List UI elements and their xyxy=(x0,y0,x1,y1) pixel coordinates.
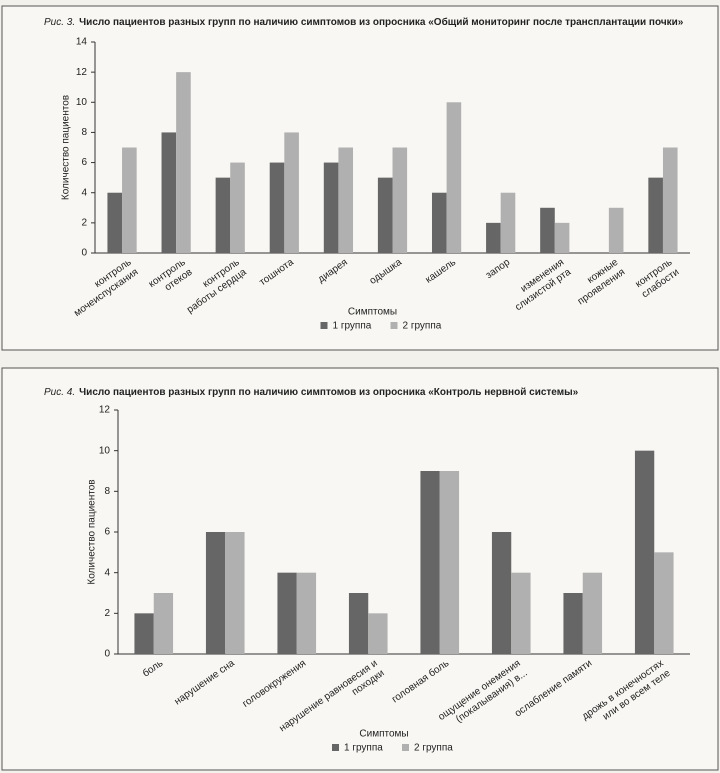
bar xyxy=(582,572,603,654)
bar xyxy=(134,613,154,654)
y-tick-label: 2 xyxy=(81,217,87,228)
y-tick-label: 2 xyxy=(104,608,110,619)
bar xyxy=(486,222,501,253)
y-axis-label: Количество пациентов xyxy=(87,479,98,584)
bar xyxy=(377,177,393,253)
bar xyxy=(491,532,512,654)
chart-title: Рис. 4. Число пациентов разных групп по н… xyxy=(44,387,579,398)
legend-swatch xyxy=(332,744,339,751)
bar xyxy=(608,207,624,253)
figure-label: Рис. 4. xyxy=(44,387,75,398)
bar xyxy=(269,162,285,253)
title-text: Число пациентов разных групп по наличию … xyxy=(79,16,684,28)
y-tick-label: 4 xyxy=(104,567,110,578)
bar xyxy=(230,162,245,253)
title-text: Число пациентов разных групп по наличию … xyxy=(79,387,579,398)
legend-swatch xyxy=(320,322,328,329)
bar xyxy=(122,147,137,253)
y-tick-label: 14 xyxy=(76,37,88,48)
y-tick-label: 0 xyxy=(81,248,87,259)
bar xyxy=(662,147,678,253)
chart-title: Рис. 3. Число пациентов разных групп по н… xyxy=(44,16,684,28)
x-axis-label: Симптомы xyxy=(348,307,397,318)
bar xyxy=(368,613,388,654)
y-tick-label: 12 xyxy=(76,67,88,78)
y-tick-label: 10 xyxy=(99,445,111,456)
bar xyxy=(215,177,231,253)
y-tick-label: 10 xyxy=(76,97,88,108)
legend-label: 1 группа xyxy=(344,743,383,754)
frame xyxy=(1,367,719,771)
bar xyxy=(654,552,674,654)
bar xyxy=(296,572,317,654)
legend-swatch xyxy=(390,322,398,329)
x-axis-label: Симптомы xyxy=(359,729,408,740)
bar xyxy=(431,192,447,253)
bar xyxy=(153,593,174,654)
bar xyxy=(446,102,462,254)
bar xyxy=(348,593,369,654)
frame xyxy=(1,5,719,351)
figure-label: Рис. 3. xyxy=(44,17,75,28)
bar xyxy=(338,147,354,253)
bar xyxy=(511,572,531,654)
bar xyxy=(205,532,226,654)
bar xyxy=(176,72,191,254)
y-tick-label: 6 xyxy=(104,527,110,538)
bar xyxy=(323,162,339,253)
legend-label: 2 группа xyxy=(414,743,453,754)
bar xyxy=(540,207,555,253)
bar xyxy=(554,222,570,253)
legend-swatch xyxy=(402,744,409,751)
y-tick-label: 12 xyxy=(99,405,111,416)
bar xyxy=(648,177,663,253)
bar xyxy=(420,471,440,654)
y-axis-label: Количество пациентов xyxy=(61,95,72,200)
y-tick-label: 0 xyxy=(104,649,110,660)
y-tick-label: 8 xyxy=(81,127,87,138)
bar xyxy=(284,132,299,253)
bar xyxy=(563,593,583,654)
legend-label: 1 группа xyxy=(333,321,372,332)
bar xyxy=(107,192,123,253)
y-tick-label: 4 xyxy=(81,187,87,198)
bar xyxy=(161,132,177,253)
bar xyxy=(392,147,408,253)
bar xyxy=(439,471,460,654)
bar xyxy=(225,532,245,654)
bar xyxy=(500,192,516,253)
bar xyxy=(277,572,297,654)
legend-label: 2 группа xyxy=(403,321,442,332)
y-tick-label: 8 xyxy=(104,486,110,497)
bar xyxy=(634,450,655,654)
y-tick-label: 6 xyxy=(81,157,87,168)
